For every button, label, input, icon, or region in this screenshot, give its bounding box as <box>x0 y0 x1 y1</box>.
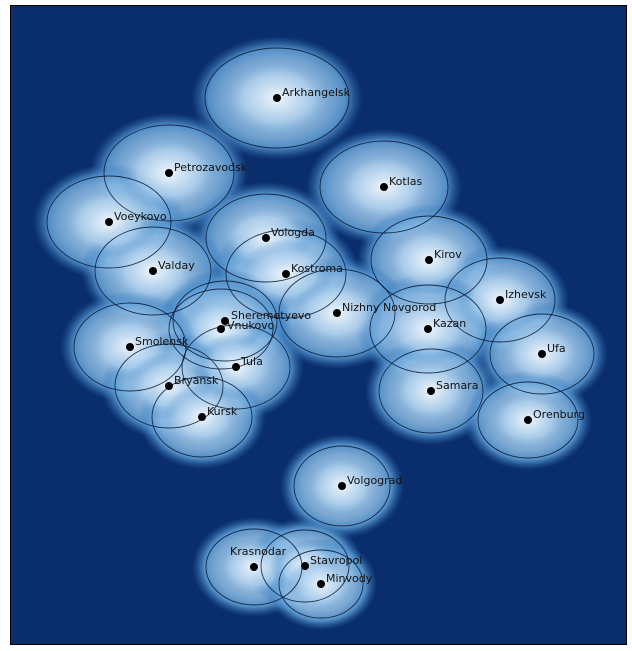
station-marker-bryansk[interactable] <box>165 382 173 390</box>
coverage-outline-kostroma <box>225 229 347 319</box>
coverage-outline-vologda <box>205 193 327 283</box>
coverage-outline-samara <box>378 348 484 434</box>
station-label-izhevsk: Izhevsk <box>505 288 547 301</box>
station-marker-kursk[interactable] <box>198 413 206 421</box>
station-marker-vologda[interactable] <box>262 234 270 242</box>
station-label-samara: Samara <box>436 379 478 392</box>
station-marker-minvody[interactable] <box>317 580 325 588</box>
station-label-vologda: Vologda <box>271 226 315 239</box>
station-label-kirov: Kirov <box>434 248 462 261</box>
station-marker-smolensk[interactable] <box>126 343 134 351</box>
station-label-arkhangelsk: Arkhangelsk <box>282 86 351 99</box>
station-marker-kirov[interactable] <box>425 256 433 264</box>
coverage-outline-kazan <box>369 284 487 374</box>
station-label-krasnodar: Krasnodar <box>230 545 287 558</box>
coverage-outline-tula <box>181 324 291 410</box>
station-label-stavropol: Stavropol <box>310 554 362 567</box>
coverage-outline-smolensk <box>73 302 187 392</box>
coverage-outline-voeykovo <box>46 175 172 269</box>
coverage-outline-nizhny-novgorod <box>278 268 396 358</box>
station-marker-kazan[interactable] <box>424 325 432 333</box>
map-canvas: Arkhangelsk Petrozavodsk Kotlas Voeykovo Vol… <box>11 6 626 644</box>
coverage-outline-arkhangelsk <box>204 47 350 149</box>
station-label-kostroma: Kostroma <box>291 262 343 275</box>
station-marker-nizhny-novgorod[interactable] <box>333 309 341 317</box>
station-labels: Arkhangelsk Petrozavodsk Kotlas Voeykovo Vol… <box>114 86 585 585</box>
station-marker-krasnodar[interactable] <box>250 563 258 571</box>
station-label-volgograd: Volgograd <box>347 474 402 487</box>
station-label-kotlas: Kotlas <box>389 175 423 188</box>
station-marker-tula[interactable] <box>232 363 240 371</box>
coverage-outline-vnukovo <box>168 288 274 370</box>
station-marker-ufa[interactable] <box>538 350 546 358</box>
coverage-outline-ufa <box>489 313 595 395</box>
coverage-outline-kotlas <box>319 140 449 234</box>
coverage-outline-bryansk <box>114 343 224 429</box>
coverage-outlines <box>46 47 595 619</box>
station-marker-kostroma[interactable] <box>282 270 290 278</box>
coverage-outline-kirov <box>370 215 488 305</box>
station-label-nizhny-novgorod: Nizhny Novgorod <box>342 301 436 314</box>
station-marker-vnukovo[interactable] <box>217 325 225 333</box>
station-label-minvody: Minvody <box>326 572 373 585</box>
station-label-vnukovo: Vnukovo <box>227 319 275 332</box>
station-marker-orenburg[interactable] <box>524 416 532 424</box>
station-marker-volgograd[interactable] <box>338 482 346 490</box>
station-marker-stavropol[interactable] <box>301 562 309 570</box>
coverage-outline-volgograd <box>293 445 391 527</box>
coverage-outline-orenburg <box>477 381 579 459</box>
station-marker-valday[interactable] <box>149 267 157 275</box>
coverage-outline-valday <box>94 226 212 316</box>
station-marker-voeykovo[interactable] <box>105 218 113 226</box>
station-markers <box>105 94 546 588</box>
radar-coverage-map: Arkhangelsk Petrozavodsk Kotlas Voeykovo Vol… <box>10 5 627 645</box>
coverage-outline-minvody <box>278 549 364 619</box>
station-label-ufa: Ufa <box>547 342 566 355</box>
station-marker-arkhangelsk[interactable] <box>273 94 281 102</box>
station-label-valday: Valday <box>158 259 195 272</box>
station-marker-samara[interactable] <box>427 387 435 395</box>
station-label-tula: Tula <box>240 355 263 368</box>
station-label-orenburg: Orenburg <box>533 408 585 421</box>
coverage-outline-petrozavodsk <box>103 124 235 222</box>
station-label-kursk: Kursk <box>207 405 238 418</box>
coverage-outline-kursk <box>151 376 253 458</box>
station-label-bryansk: Bryansk <box>174 374 219 387</box>
station-label-sheremetyevo: Sheremetyevo <box>231 309 311 322</box>
station-label-voeykovo: Voeykovo <box>114 210 167 223</box>
coverage-outline-izhevsk <box>444 257 556 343</box>
station-marker-izhevsk[interactable] <box>496 296 504 304</box>
station-label-smolensk: Smolensk <box>135 335 189 348</box>
station-marker-sheremetyevo[interactable] <box>221 317 229 325</box>
station-label-kazan: Kazan <box>433 317 466 330</box>
station-marker-petrozavodsk[interactable] <box>165 169 173 177</box>
station-label-petrozavodsk: Petrozavodsk <box>174 161 248 174</box>
coverage-outline-sheremetyevo <box>172 280 278 362</box>
station-marker-kotlas[interactable] <box>380 183 388 191</box>
coverage-outline-stavropol <box>260 529 350 603</box>
